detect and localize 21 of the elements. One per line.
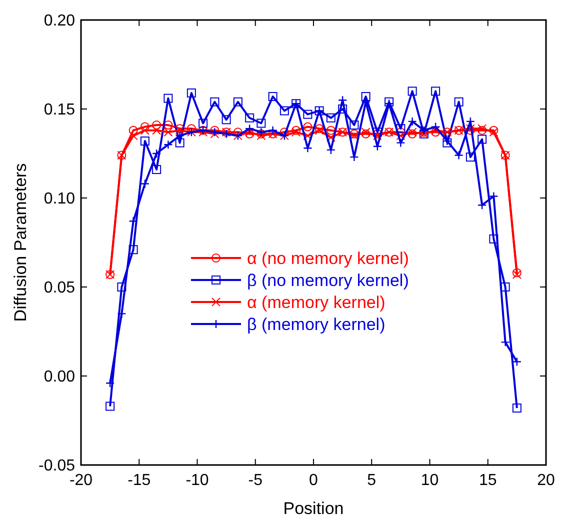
y-tick-label: 0.00 — [44, 368, 76, 386]
x-tick-label: -10 — [186, 472, 209, 489]
y-tick-label: 0.10 — [44, 190, 76, 208]
y-tick-label: 0.20 — [44, 12, 76, 30]
legend-label: β (no memory kernel) — [247, 270, 409, 290]
y-axis-title: Diffusion Parameters — [11, 163, 30, 322]
y-tick-label: -0.05 — [38, 458, 76, 475]
x-axis-title: Position — [283, 499, 344, 518]
x-tick-label: 20 — [537, 472, 555, 489]
x-tick-label: 15 — [478, 472, 497, 489]
legend-label: α (no memory kernel) — [247, 248, 409, 268]
x-tick-label: -5 — [248, 472, 263, 489]
x-tick-label: -15 — [128, 472, 151, 489]
legend-label: β (memory kernel) — [247, 314, 386, 334]
x-tick-label: -20 — [69, 472, 93, 489]
x-tick-label: 5 — [367, 472, 376, 489]
x-tick-label: 10 — [420, 472, 439, 489]
y-tick-label: 0.15 — [44, 102, 76, 119]
x-tick-label: 0 — [309, 472, 318, 489]
y-tick-label: 0.05 — [44, 280, 76, 297]
legend-label: α (memory kernel) — [247, 292, 386, 312]
